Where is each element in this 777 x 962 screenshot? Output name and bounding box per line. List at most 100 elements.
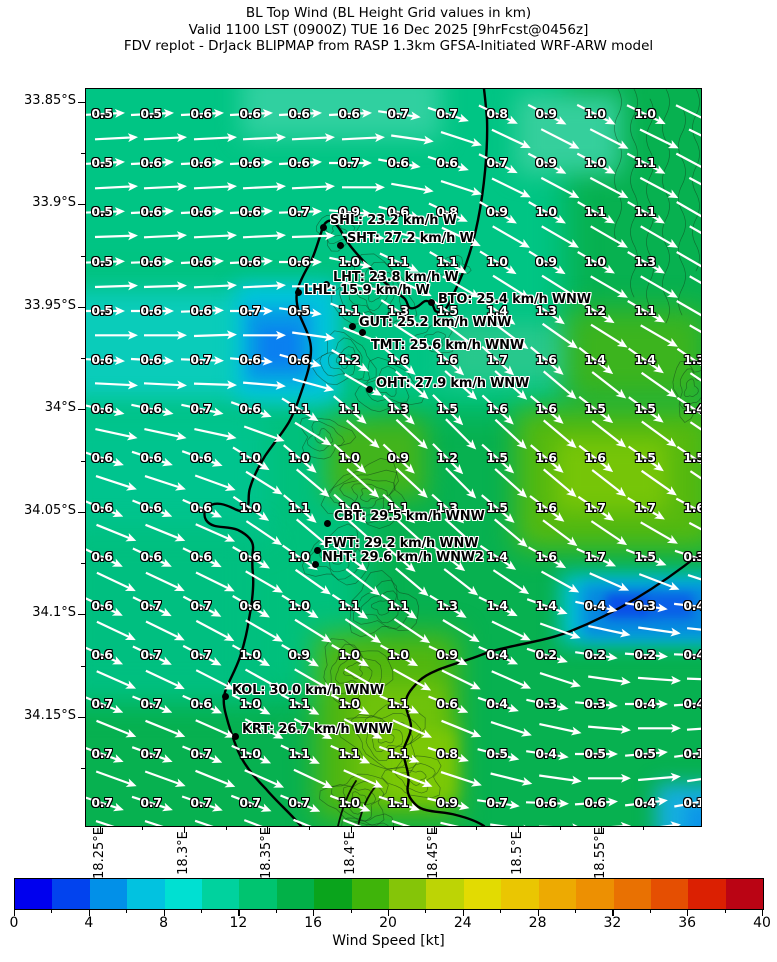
colorbar-segment [576,879,614,909]
wind-arrow [638,626,681,637]
colorbar-minor-tick [649,909,651,913]
wind-arrow [576,152,616,174]
colorbar-minor-tick [126,909,128,913]
grid-value: 0.5 [91,204,113,219]
wind-arrow [689,372,701,382]
lat-tick-label: 33.9°S [32,195,76,210]
wind-arrow [378,795,420,812]
wind-arrow [232,595,270,618]
station-dot-fwt [313,546,321,554]
lat-tick-mark [78,614,85,616]
grid-value: 0.6 [91,647,113,662]
wind-arrow [591,469,627,497]
lat-minor-tick [81,461,85,462]
wind-arrow [96,523,137,542]
wind-arrow [278,157,322,167]
wind-arrow [526,750,569,761]
wind-arrow [589,572,630,591]
wind-arrow [193,330,237,340]
wind-arrow [527,546,567,569]
colorbar-minor-tick [51,909,53,913]
grid-value: 0.6 [239,401,261,416]
wind-arrow [182,498,223,518]
wind-arrow [590,275,628,298]
wind-arrow [86,796,124,812]
wind-arrow [232,546,270,569]
grid-value: 0.4 [683,696,701,711]
wind-arrow [331,644,369,667]
wind-arrow [624,796,668,807]
wind-arrow [526,647,568,664]
grid-value: 1.1 [387,500,409,515]
wind-arrow [131,746,173,763]
wind-arrow [589,176,629,199]
wind-arrow [143,380,187,390]
grid-value: 1.0 [288,549,310,564]
wind-arrow [659,821,681,826]
wind-arrow [638,772,681,782]
wind-arrow [281,544,318,571]
lat-tick-mark [78,204,85,206]
wind-arrow [295,468,330,498]
grid-value: 0.3 [634,598,656,613]
wind-arrow [676,201,701,218]
wind-arrow [440,771,482,787]
wind-arrow [95,770,137,787]
station-label-krt: KRT: 26.7 km/h WNW [242,722,393,737]
wind-arrow [342,819,362,826]
wind-arrow [328,108,372,118]
grid-value: 0.6 [91,450,113,465]
wind-arrow [145,620,185,641]
lon-minor-tick [309,826,310,830]
wind-arrow [230,401,272,418]
colorbar-minor-tick [201,909,202,913]
grid-value: 0.6 [239,155,261,170]
lat-tick-label: 34.1°S [32,605,76,620]
wind-arrow [193,281,237,291]
colorbar-segment [15,879,53,909]
wind-arrow [293,768,333,789]
grid-value: 0.7 [140,795,162,810]
grid-value: 0.6 [190,303,212,318]
wind-arrow [130,157,174,167]
wind-arrow [379,252,419,272]
wind-arrow [193,182,237,192]
wind-arrow [541,225,579,248]
grid-value: 1.5 [683,450,701,465]
colorbar [14,878,764,910]
contour-line [356,281,391,312]
grid-value: 1.6 [535,352,557,367]
wind-arrow [492,225,530,248]
wind-arrow [440,180,482,196]
lat-tick-label: 33.95°S [24,298,76,313]
grid-value: 1.4 [634,352,656,367]
wind-arrow [332,395,367,424]
station-dot-nht [311,560,319,568]
grid-value: 1.3 [436,500,458,515]
grid-value: 0.6 [288,155,310,170]
wind-arrow [588,724,631,734]
wind-arrow [182,745,223,764]
wind-arrow [540,570,580,593]
wind-arrow [94,231,138,241]
wind-arrow [245,520,283,546]
wind-arrow [590,225,628,248]
wind-arrow [193,231,237,241]
grid-value: 0.6 [91,549,113,564]
station-dot-gut [348,322,356,330]
colorbar-tick-mark [762,909,764,916]
lon-tick-mark [267,826,269,833]
grid-value: 1.7 [486,352,508,367]
grid-value: 0.9 [436,795,458,810]
wind-arrow [429,251,467,274]
wind-arrow [493,518,528,548]
contour-line [354,356,426,413]
station-dot-krt [231,732,239,740]
colorbar-tick-label: 12 [229,915,248,931]
wind-arrow [280,794,321,813]
wind-arrow [294,568,331,595]
wind-arrow [391,230,434,245]
contour-line [323,638,394,707]
speed-color-region [86,409,266,544]
wind-arrow [674,549,701,561]
